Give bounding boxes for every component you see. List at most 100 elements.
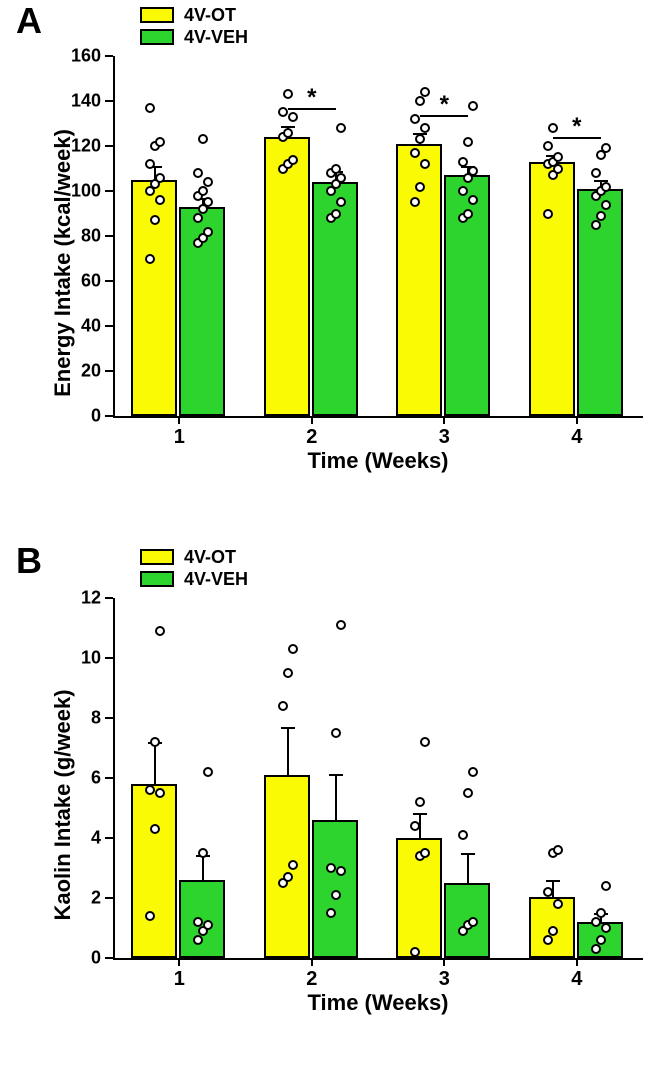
data-point (331, 164, 341, 174)
y-tick (105, 235, 113, 237)
x-axis (113, 416, 643, 418)
y-tick (105, 100, 113, 102)
data-point (331, 209, 341, 219)
data-point (283, 89, 293, 99)
data-point (198, 186, 208, 196)
y-tick-label: 140 (61, 91, 101, 112)
y-tick-label: 2 (61, 888, 101, 909)
data-point (591, 917, 601, 927)
data-point (601, 143, 611, 153)
error-cap (281, 727, 295, 729)
data-point (591, 944, 601, 954)
error-cap (546, 880, 560, 882)
legend-swatch-ot (140, 7, 174, 23)
y-tick-label: 6 (61, 768, 101, 789)
data-point (543, 935, 553, 945)
data-point (415, 96, 425, 106)
y-tick (105, 415, 113, 417)
error-bar (335, 774, 337, 821)
data-point (278, 107, 288, 117)
legend-label-ot-b: 4V-OT (184, 547, 236, 568)
data-point (155, 137, 165, 147)
x-tick-label: 4 (571, 426, 582, 449)
data-point (415, 134, 425, 144)
bar (264, 775, 310, 958)
error-bar (287, 727, 289, 775)
data-point (283, 872, 293, 882)
data-point (596, 935, 606, 945)
y-tick (105, 717, 113, 719)
data-point (145, 103, 155, 113)
x-title: Time (Weeks) (307, 990, 448, 1016)
error-bar (154, 742, 156, 784)
x-tick (576, 958, 578, 966)
data-point (410, 114, 420, 124)
legend-label-ot: 4V-OT (184, 5, 236, 26)
data-point (288, 860, 298, 870)
x-tick-label: 1 (174, 968, 185, 991)
data-point (155, 173, 165, 183)
y-tick-label: 20 (61, 361, 101, 382)
y-tick-label: 12 (61, 588, 101, 609)
data-point (145, 785, 155, 795)
legend-swatch-ot-b (140, 549, 174, 565)
data-point (193, 935, 203, 945)
data-point (596, 211, 606, 221)
legend-row-veh-b: 4V-VEH (140, 568, 248, 590)
data-point (458, 157, 468, 167)
data-point (410, 197, 420, 207)
bar (312, 820, 358, 958)
data-point (150, 737, 160, 747)
data-point (203, 197, 213, 207)
y-tick-label: 120 (61, 136, 101, 157)
data-point (150, 824, 160, 834)
significance-star: * (307, 84, 316, 112)
legend-row-veh: 4V-VEH (140, 26, 248, 48)
data-point (278, 701, 288, 711)
data-point (336, 866, 346, 876)
y-tick (105, 190, 113, 192)
x-tick-label: 4 (571, 968, 582, 991)
data-point (601, 200, 611, 210)
data-point (288, 155, 298, 165)
error-bar (467, 853, 469, 883)
data-point (155, 626, 165, 636)
data-point (591, 168, 601, 178)
data-point (468, 166, 478, 176)
x-tick-label: 3 (439, 968, 450, 991)
legend-a: 4V-OT 4V-VEH (140, 4, 248, 48)
y-tick (105, 957, 113, 959)
y-tick-label: 60 (61, 271, 101, 292)
data-point (193, 213, 203, 223)
x-tick-label: 3 (439, 426, 450, 449)
data-point (155, 788, 165, 798)
y-tick (105, 145, 113, 147)
error-cap (329, 774, 343, 776)
y-tick (105, 370, 113, 372)
y-tick-label: 4 (61, 828, 101, 849)
data-point (336, 173, 346, 183)
y-tick-label: 0 (61, 948, 101, 969)
legend-label-veh-b: 4V-VEH (184, 569, 248, 590)
data-point (155, 195, 165, 205)
data-point (410, 821, 420, 831)
y-tick (105, 837, 113, 839)
legend-row-ot: 4V-OT (140, 4, 248, 26)
data-point (203, 177, 213, 187)
data-point (420, 87, 430, 97)
y-tick-label: 80 (61, 226, 101, 247)
data-point (601, 881, 611, 891)
x-title: Time (Weeks) (307, 448, 448, 474)
data-point (203, 767, 213, 777)
data-point (283, 128, 293, 138)
data-point (543, 141, 553, 151)
data-point (553, 152, 563, 162)
x-axis (113, 958, 643, 960)
data-point (458, 830, 468, 840)
data-point (198, 848, 208, 858)
y-tick-label: 0 (61, 406, 101, 427)
data-point (463, 788, 473, 798)
data-point (596, 908, 606, 918)
legend-row-ot-b: 4V-OT (140, 546, 248, 568)
data-point (601, 182, 611, 192)
